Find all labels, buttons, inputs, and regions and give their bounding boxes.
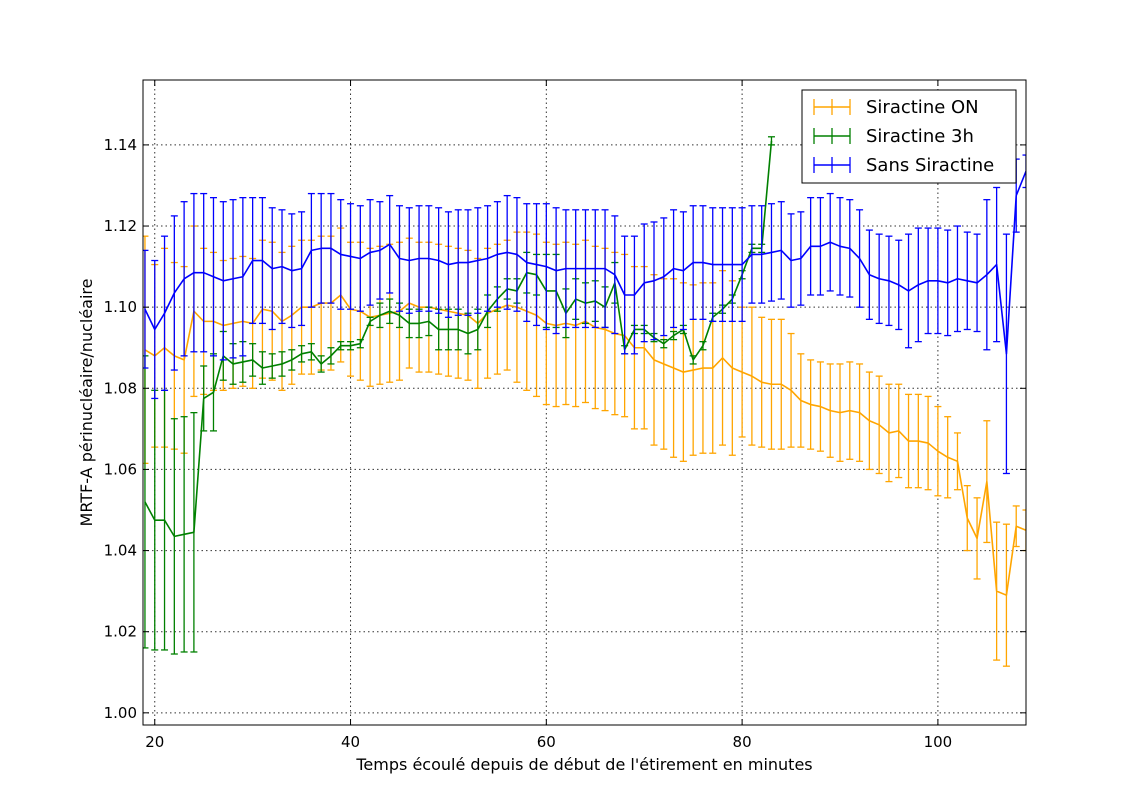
y-tick-label: 1.06 <box>104 460 137 478</box>
y-tick-label: 1.08 <box>104 379 137 397</box>
legend-label: Siractine ON <box>866 97 979 118</box>
legend-item: Siractine ON <box>813 97 979 118</box>
y-tick-label: 1.04 <box>104 542 137 560</box>
series-line <box>144 140 773 538</box>
y-axis-label: MRTF-A périnucléaire/nucléaire <box>77 279 96 527</box>
y-tick-label: 1.00 <box>104 704 137 722</box>
axis-ticks: 20 40 60 80 100 1.00 1.02 1.04 1.06 1.08 1.10 1.12 1… <box>104 80 1026 751</box>
legend-label: Siractine 3h <box>866 126 974 147</box>
plot-series <box>143 136 1026 667</box>
x-tick-label: 40 <box>341 733 360 751</box>
x-tick-label: 80 <box>733 733 752 751</box>
series-3 <box>143 154 1026 475</box>
series-line <box>144 170 1026 355</box>
plot-frame <box>142 79 1027 726</box>
x-tick-label: 100 <box>924 733 953 751</box>
x-axis-label: Temps écoulé depuis de début de l'étirem… <box>355 755 812 774</box>
grid <box>143 80 1026 725</box>
y-tick-label: 1.12 <box>104 217 137 235</box>
y-tick-label: 1.10 <box>104 298 137 316</box>
y-tick-label: 1.02 <box>104 623 137 641</box>
y-tick-label: 1.14 <box>104 136 137 154</box>
legend-item: Siractine 3h <box>813 126 974 147</box>
legend: Siractine ON Siractine 3h Sans Siractine <box>801 89 1017 184</box>
x-tick-label: 60 <box>537 733 556 751</box>
legend-item: Sans Siractine <box>813 155 994 176</box>
x-tick-label: 20 <box>145 733 164 751</box>
legend-label: Sans Siractine <box>866 155 994 176</box>
